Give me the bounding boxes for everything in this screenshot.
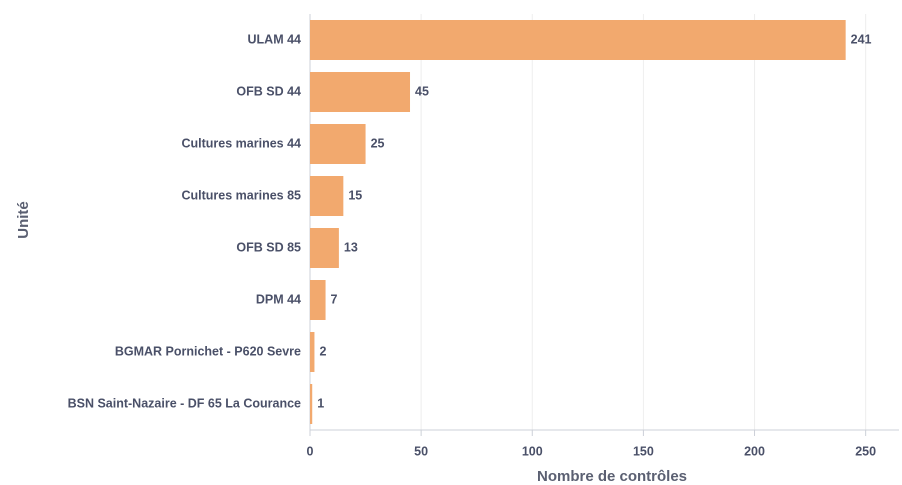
y-tick-label: OFB SD 44 [236, 84, 301, 98]
value-label: 2 [319, 344, 326, 358]
bar [310, 384, 313, 424]
bar [310, 72, 411, 112]
y-tick-label: Cultures marines 44 [182, 136, 302, 150]
x-tick-label: 100 [522, 444, 543, 458]
bar [310, 20, 846, 60]
x-axis-title: Nombre de contrôles [537, 468, 687, 485]
y-axis-title: Unité [15, 201, 32, 239]
y-tick-label: BSN Saint-Nazaire - DF 65 La Courance [68, 396, 301, 410]
value-label: 15 [348, 188, 362, 202]
y-tick-label: OFB SD 85 [236, 240, 301, 254]
bar [310, 228, 339, 268]
value-label: 25 [371, 136, 385, 150]
x-tick-label: 0 [307, 444, 314, 458]
y-tick-label: Cultures marines 85 [182, 188, 302, 202]
value-label: 45 [415, 84, 429, 98]
x-tick-label: 50 [414, 444, 428, 458]
y-tick-label: BGMAR Pornichet - P620 Sevre [115, 344, 301, 358]
x-tick-label: 200 [744, 444, 765, 458]
x-tick-label: 250 [855, 444, 876, 458]
x-tick-label: 150 [633, 444, 654, 458]
value-label: 1 [317, 396, 324, 410]
y-tick-label: ULAM 44 [248, 32, 302, 46]
value-label: 241 [851, 32, 872, 46]
bar [310, 332, 315, 372]
bar [310, 176, 344, 216]
value-label: 7 [331, 292, 338, 306]
bar [310, 280, 326, 320]
bar [310, 124, 366, 164]
value-label: 13 [344, 240, 358, 254]
y-tick-label: DPM 44 [256, 292, 301, 306]
